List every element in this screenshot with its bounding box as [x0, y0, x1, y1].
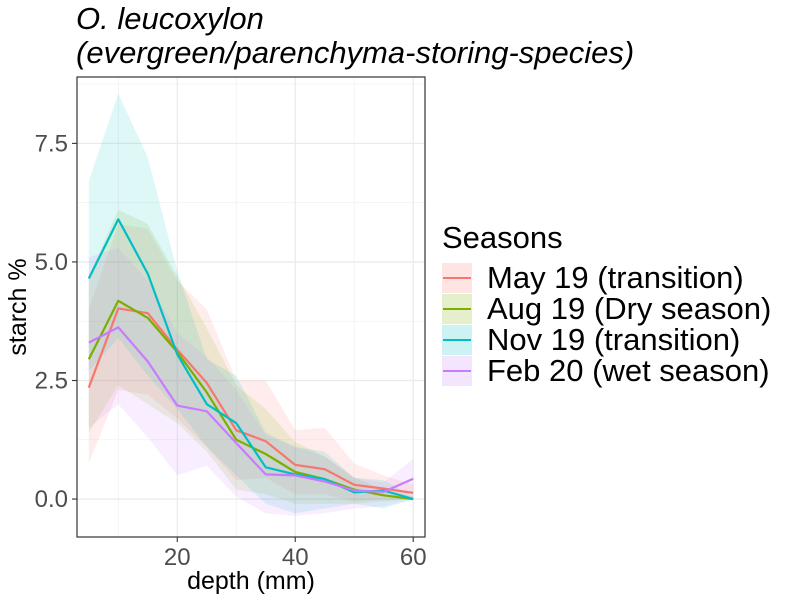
- legend-key-line: [443, 338, 471, 341]
- line-series-1: [87, 307, 414, 494]
- legend-item: Feb 20 (wet season): [442, 352, 771, 388]
- line-series-4: [88, 326, 414, 493]
- x-tick-label: 60: [400, 544, 427, 571]
- chart-title: O. leucoxylon (evergreen/parenchyma-stor…: [76, 2, 634, 70]
- legend-key-line: [443, 369, 471, 372]
- legend-title: Seasons: [442, 220, 563, 255]
- axes: 20 40 60 0.0 2.5 5.0 7.5: [35, 130, 427, 571]
- x-axis-label: depth (mm): [187, 567, 315, 595]
- ribbon-series-2: [88, 209, 414, 504]
- legend-key-swatch: [442, 324, 472, 355]
- x-tick-label: 40: [282, 544, 309, 571]
- ribbon-series-4: [88, 247, 414, 516]
- line-series-3: [87, 218, 414, 501]
- legend-key-line: [443, 276, 471, 279]
- legend-key-line: [443, 307, 471, 310]
- y-tick-label: 2.5: [35, 368, 68, 395]
- legend-label: Aug 19 (Dry season): [487, 290, 772, 326]
- y-tick-label: 0.0: [35, 486, 68, 513]
- legend-key-swatch: [442, 293, 472, 324]
- chart-title-line-2: (evergreen/parenchyma-storing-species): [76, 35, 635, 70]
- plot-border: [76, 76, 426, 538]
- legend-key-swatch: [442, 262, 472, 293]
- x-tick-label: 20: [164, 544, 191, 571]
- legend-items: May 19 (transition) Aug 19 (Dry season) No…: [442, 259, 772, 388]
- chart-title-line-1: O. leucoxylon: [76, 1, 264, 36]
- ribbon-series-1: [88, 224, 414, 502]
- y-tick-label: 7.5: [35, 130, 68, 157]
- grid-lines: [77, 77, 425, 537]
- legend-label: Nov 19 (transition): [487, 321, 741, 357]
- series-lines: [87, 218, 414, 501]
- legend-label: Feb 20 (wet season): [487, 352, 770, 388]
- legend-label: May 19 (transition): [487, 259, 744, 295]
- confidence-ribbons: [88, 93, 414, 516]
- ribbon-series-3: [88, 93, 414, 514]
- y-axis-label: starch %: [4, 258, 32, 355]
- legend-key-swatch: [442, 355, 472, 386]
- legend-item: Aug 19 (Dry season): [442, 290, 772, 326]
- legend-item: May 19 (transition): [442, 259, 771, 295]
- legend: Seasons May 19 (transition) Aug 19 (Dry s…: [442, 220, 772, 388]
- y-tick-label: 5.0: [35, 249, 68, 276]
- legend-item: Nov 19 (transition): [442, 321, 771, 357]
